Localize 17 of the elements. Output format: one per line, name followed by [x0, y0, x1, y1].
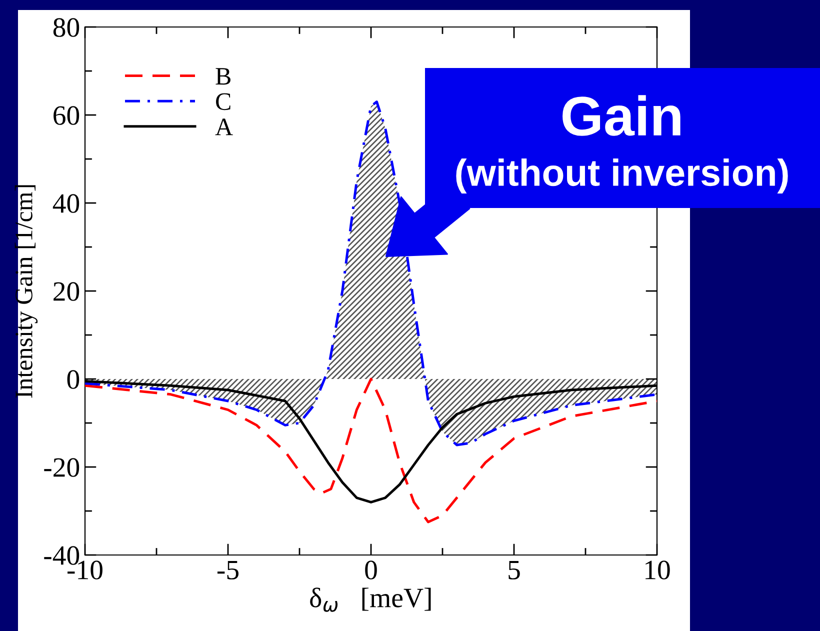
y-axis-title: Intensity Gain [1/cm]: [14, 185, 38, 398]
x-tick-label: 0: [365, 560, 377, 580]
y-tick-label: 80: [53, 18, 80, 37]
annotation: (without inversion): [456, 158, 788, 194]
text: δ$_{ω}$ [meV]: [310, 588, 431, 612]
x-tick-label: -5: [217, 560, 238, 580]
legend-label: B: [216, 68, 230, 85]
legend-label: C: [216, 93, 230, 110]
y-tick-label: 60: [54, 106, 80, 125]
y-tick-label: 40: [52, 194, 80, 213]
annotation: Gain: [562, 95, 680, 136]
x-tick-label: 5: [508, 560, 520, 580]
y-tick-label: 0: [67, 370, 80, 389]
y-tick-label: 20: [54, 282, 80, 301]
legend-label: A: [215, 118, 233, 136]
y-tick-label: -20: [44, 458, 80, 477]
x-tick-label: 10: [646, 560, 670, 580]
